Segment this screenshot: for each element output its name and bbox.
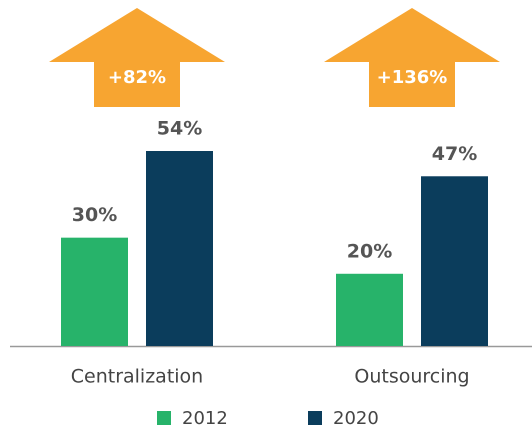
legend-label: 2012: [182, 408, 228, 429]
arrow: [49, 8, 225, 107]
legend-swatch: [157, 411, 171, 425]
bar: [336, 273, 403, 346]
category-label: Centralization: [71, 366, 203, 388]
value-label: 47%: [432, 143, 477, 165]
value-label: 54%: [157, 118, 202, 140]
bar: [421, 176, 488, 346]
arrow-label: +136%: [377, 67, 448, 88]
bar: [146, 151, 213, 346]
arrow-label: +82%: [108, 67, 166, 88]
value-label: 20%: [347, 240, 392, 262]
arrow: [324, 8, 500, 107]
legend-label: 2020: [333, 408, 379, 429]
category-label: Outsourcing: [354, 366, 469, 388]
legend-swatch: [308, 411, 322, 425]
bar: [61, 237, 128, 346]
value-label: 30%: [72, 204, 117, 226]
